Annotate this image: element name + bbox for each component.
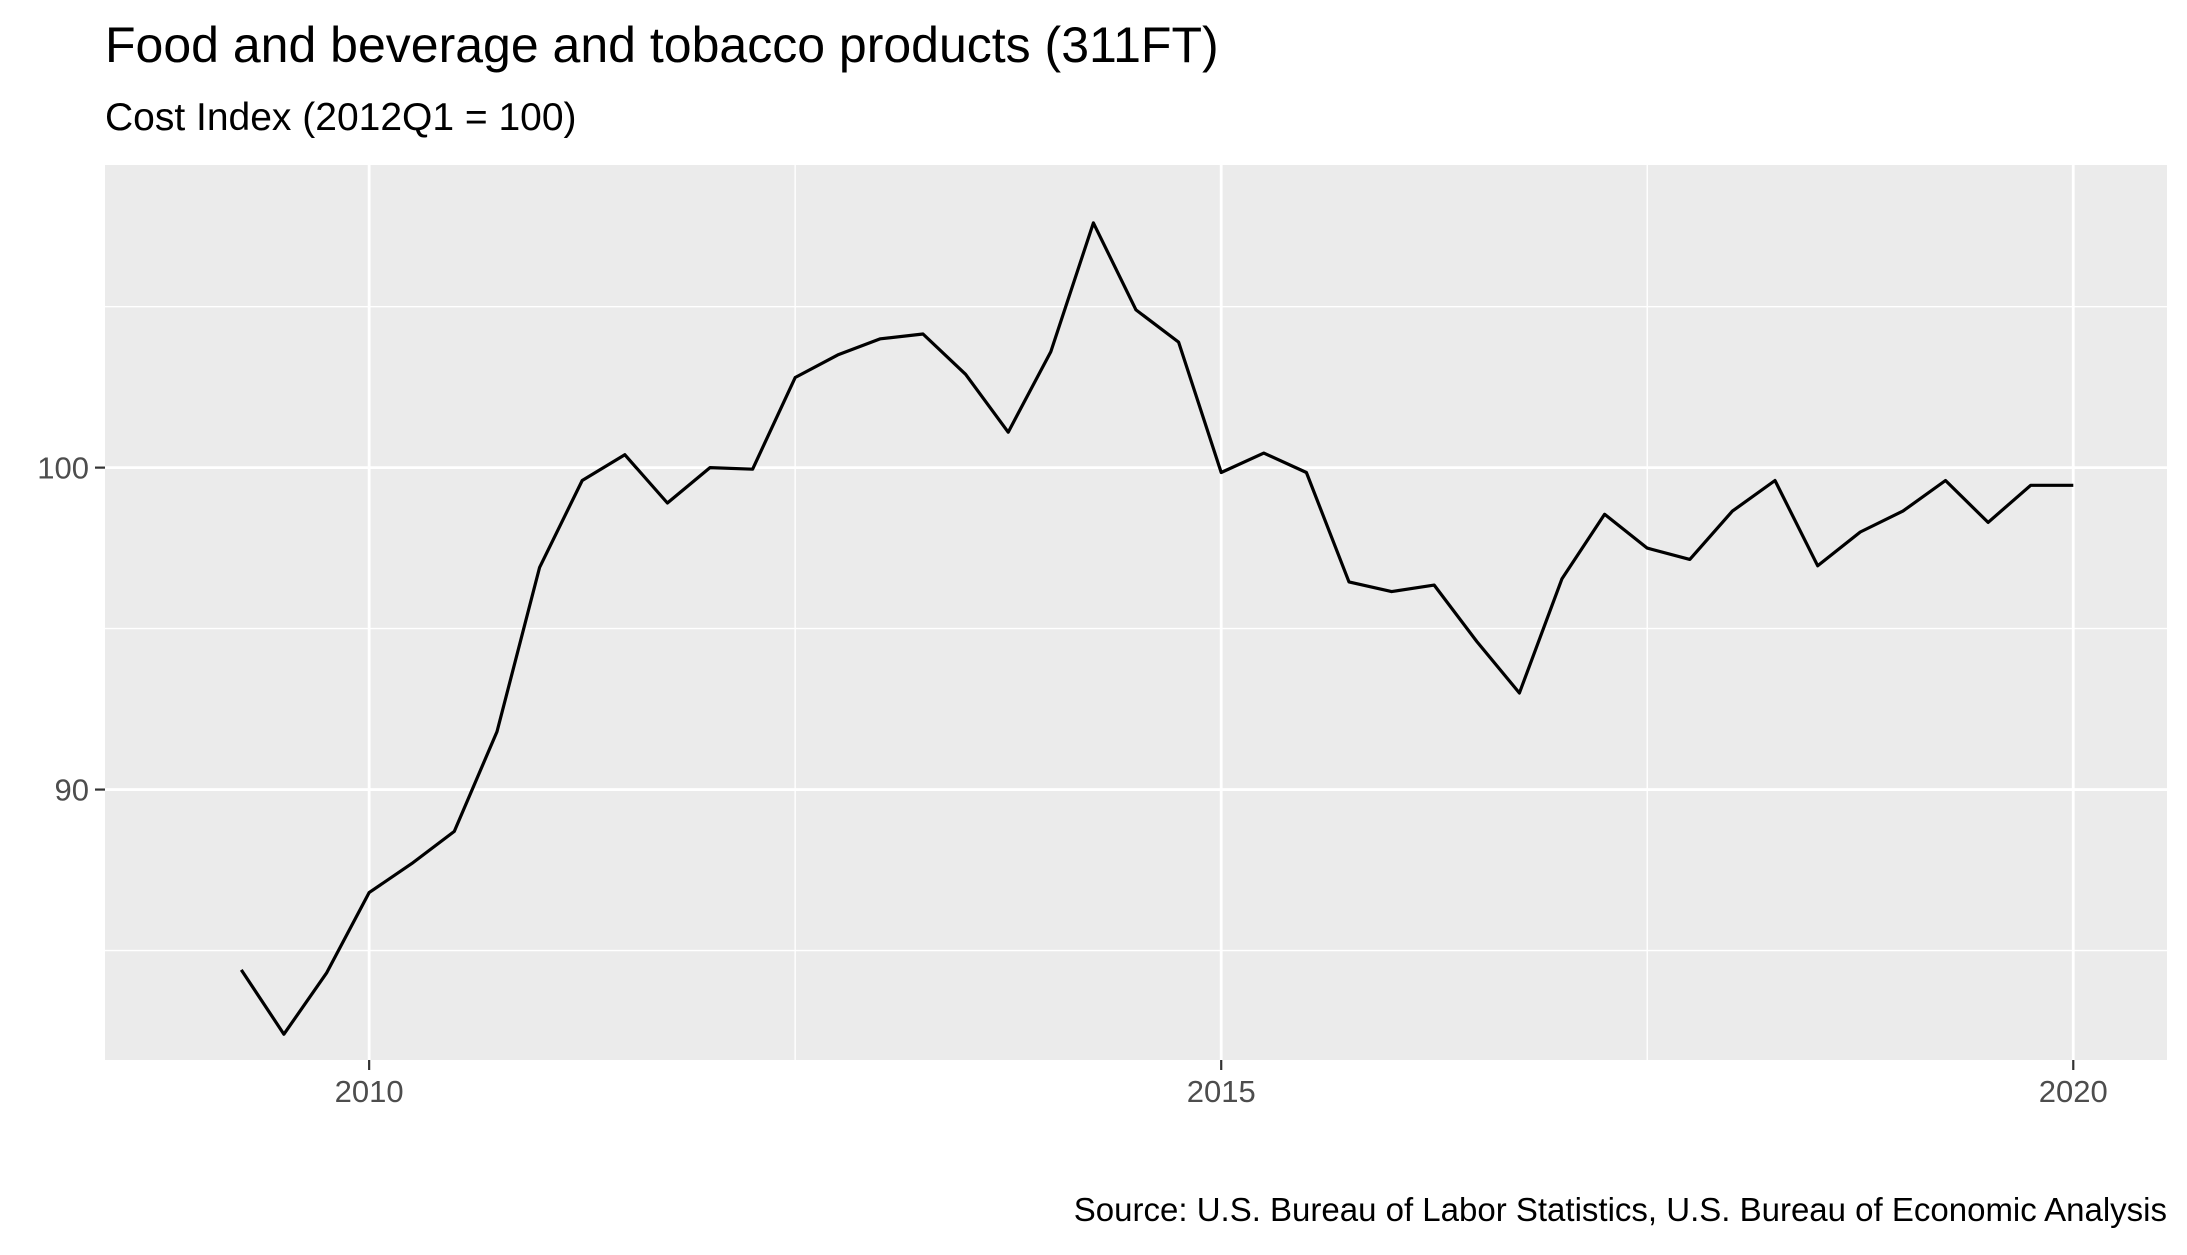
- x-tick-label: 2015: [1187, 1074, 1256, 1109]
- chart-subtitle: Cost Index (2012Q1 = 100): [105, 96, 577, 139]
- major-gridlines: [105, 165, 2167, 1060]
- source-caption: Source: U.S. Bureau of Labor Statistics,…: [1074, 1191, 2167, 1228]
- y-tick-label: 90: [55, 773, 89, 808]
- plot-background: [105, 165, 2167, 1060]
- y-tick-label: 100: [37, 451, 89, 486]
- y-axis: 90 100: [37, 451, 105, 808]
- series-line: [239, 221, 2074, 1036]
- x-axis: 2010 2015 2020: [335, 1060, 2108, 1109]
- x-tick-label: 2010: [335, 1074, 404, 1109]
- x-tick-label: 2020: [2039, 1074, 2108, 1109]
- chart-title: Food and beverage and tobacco products (…: [105, 17, 1219, 73]
- plot-area: [105, 165, 2167, 1060]
